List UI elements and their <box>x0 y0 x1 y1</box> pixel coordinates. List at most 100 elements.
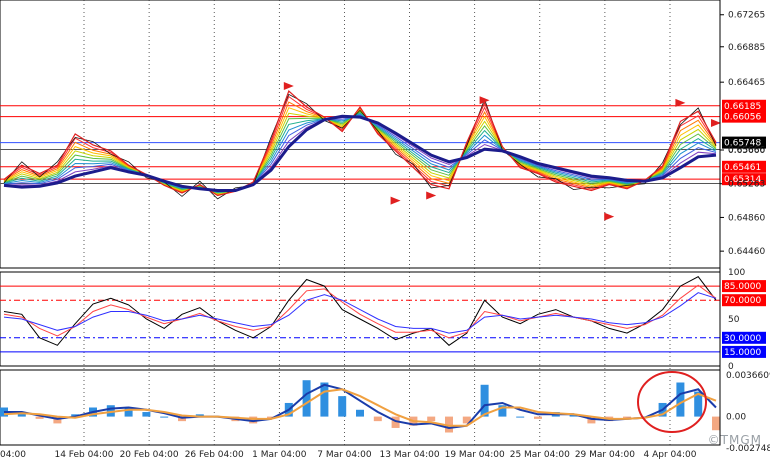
ma-fan-line <box>3 112 717 194</box>
price-line <box>3 89 717 197</box>
trend-arrow-marker <box>675 98 686 107</box>
histogram-bar <box>712 416 720 431</box>
histogram-bar <box>427 416 436 422</box>
x-tick-label: 25 Mar 04:00 <box>510 450 570 460</box>
histogram-bar <box>623 416 631 419</box>
trend-arrow-marker <box>390 196 401 205</box>
x-tick-label: 1 Mar 04:00 <box>252 450 307 460</box>
histogram-bar <box>160 416 169 418</box>
level-price-label: 0.66185 <box>724 102 761 112</box>
x-tick-label: 04:00 <box>0 450 26 460</box>
histogram-bar <box>391 416 400 428</box>
osc-level-label: 15.0000 <box>724 348 761 358</box>
histogram-bar <box>569 414 578 417</box>
osc-level-label: 70.0000 <box>724 296 761 306</box>
level-price-label: 0.65314 <box>724 175 761 185</box>
histogram-bar <box>124 407 133 417</box>
ma-fan-line <box>3 114 717 193</box>
histogram-bar <box>320 382 329 417</box>
x-tick-label: 14 Feb 04:00 <box>54 450 113 460</box>
level-price-label: 0.65666 <box>728 146 765 156</box>
osc-level-tag <box>722 294 766 307</box>
x-tick-label: 19 Mar 04:00 <box>445 450 505 460</box>
hist-y-tick-label: -0.002748 <box>726 444 770 454</box>
ma-fan-line <box>3 111 717 194</box>
histogram-bar <box>53 416 62 424</box>
histogram-bar <box>195 414 204 417</box>
level-price-tag <box>722 110 766 123</box>
level-price-label: 0.65748 <box>724 139 761 149</box>
histogram-bar <box>338 396 347 417</box>
trend-arrow-marker <box>604 212 615 221</box>
x-tick-label: 13 Mar 04:00 <box>380 450 440 460</box>
oscillator-line <box>3 276 717 346</box>
osc-y-tick-label: 50 <box>728 315 740 325</box>
y-tick-label: 0.66885 <box>728 43 765 53</box>
histogram-bar <box>373 416 382 422</box>
osc-y-tick-label: 0 <box>728 362 734 372</box>
histogram-bar <box>462 416 471 424</box>
histogram-bar <box>480 384 489 417</box>
panel-frame-price <box>0 0 721 269</box>
osc-y-tick-label: 100 <box>728 268 745 278</box>
trend-arrow-marker <box>479 96 490 105</box>
histogram-bar <box>516 416 525 418</box>
histogram-bar <box>587 416 596 424</box>
y-tick-label: 0.66465 <box>728 78 765 88</box>
osc-level-label: 85.0000 <box>724 282 761 292</box>
x-tick-label: 4 Apr 04:00 <box>644 450 697 460</box>
histogram-bar <box>445 416 453 433</box>
oscillator-line <box>3 284 717 339</box>
level-price-tag <box>722 173 766 186</box>
level-price-tag <box>722 160 766 173</box>
histogram-bar <box>694 391 703 417</box>
histogram-bar <box>17 412 26 417</box>
trend-arrow-marker <box>283 81 294 90</box>
level-price-tag <box>722 99 766 112</box>
histogram-bar <box>35 416 44 419</box>
x-tick-label: 26 Feb 04:00 <box>185 450 244 460</box>
histogram-bar <box>302 380 311 417</box>
histogram-bar <box>249 416 258 424</box>
ma-fan-line <box>3 110 717 195</box>
y-tick-label: 0.65660 <box>728 146 765 156</box>
histogram-bar <box>498 405 507 417</box>
oscillator-line <box>3 292 717 334</box>
osc-level-tag <box>722 345 766 358</box>
histogram-bar <box>106 405 115 417</box>
level-price-label: 0.66056 <box>724 113 761 123</box>
highlight-circle <box>637 371 707 433</box>
histogram-bar <box>178 416 186 422</box>
x-tick-label: 29 Mar 04:00 <box>575 450 635 460</box>
x-tick-label: 7 Mar 04:00 <box>317 450 372 460</box>
x-tick-label: 20 Feb 04:00 <box>120 450 179 460</box>
histogram-bar <box>267 416 275 419</box>
histogram-bar <box>356 409 364 417</box>
histogram-bar <box>71 414 80 417</box>
osc-level-tag <box>722 331 766 344</box>
histogram-signal-line <box>4 383 717 430</box>
histogram-bar <box>534 416 542 419</box>
trend-arrow-marker <box>426 191 437 200</box>
histogram-bar <box>676 382 685 417</box>
ma-fan-line <box>3 113 717 193</box>
y-tick-label: 0.64460 <box>728 247 765 257</box>
histogram-signal-line <box>3 388 717 427</box>
level-price-tag <box>722 136 766 149</box>
moving-average-line <box>3 114 717 192</box>
y-tick-label: 0.67265 <box>728 11 765 21</box>
y-tick-label: 0.64860 <box>728 213 765 223</box>
histogram-bar <box>142 412 151 417</box>
hist-y-tick-label: 0.00 <box>726 413 746 423</box>
watermark-logo: ©TMGM <box>707 433 762 447</box>
ma-fan-line <box>3 101 717 196</box>
level-price-label: 0.65461 <box>724 163 761 173</box>
hist-y-tick-label: 0.0036609 <box>726 371 770 381</box>
osc-level-label: 30.0000 <box>724 334 761 344</box>
price-candles <box>3 93 717 200</box>
trend-arrow-marker <box>711 119 721 128</box>
osc-level-tag <box>722 280 766 293</box>
level-price-label: 0.65263 <box>728 179 765 189</box>
